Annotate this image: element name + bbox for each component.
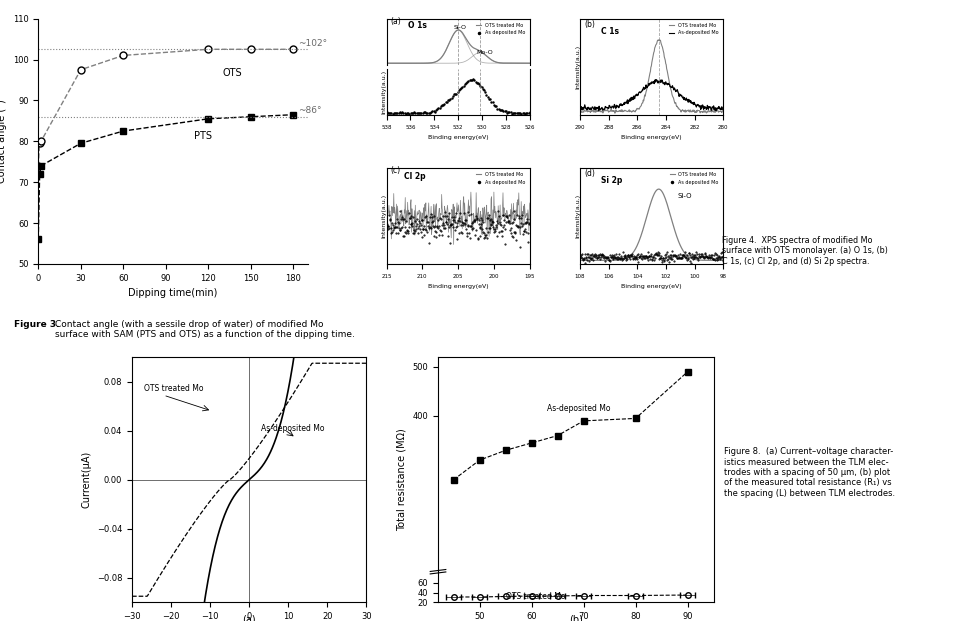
Text: (a): (a) <box>242 614 256 621</box>
Text: (b): (b) <box>569 614 583 621</box>
X-axis label: Binding energy(eV): Binding energy(eV) <box>428 284 489 289</box>
Legend: OTS treated Mo, As deposited Mo: OTS treated Mo, As deposited Mo <box>474 170 528 186</box>
Text: As-deposited Mo: As-deposited Mo <box>261 424 324 433</box>
Legend: OTS treated Mo, As deposited Mo: OTS treated Mo, As deposited Mo <box>668 170 721 186</box>
Text: Figure 3.: Figure 3. <box>14 320 60 329</box>
Text: (d): (d) <box>584 170 596 178</box>
Y-axis label: Current(μA): Current(μA) <box>81 451 91 509</box>
Text: OTS treated Mo: OTS treated Mo <box>506 592 565 601</box>
Y-axis label: Intensity(a.u.): Intensity(a.u.) <box>575 45 580 89</box>
Legend: OTS treated Mo, As-deposited Mo: OTS treated Mo, As-deposited Mo <box>667 21 721 37</box>
Y-axis label: Contact angle (°): Contact angle (°) <box>0 99 8 183</box>
X-axis label: Binding energy(eV): Binding energy(eV) <box>621 135 682 140</box>
Text: As-deposited Mo: As-deposited Mo <box>547 404 611 413</box>
Text: O 1s: O 1s <box>408 20 427 30</box>
Y-axis label: Intensity(a.u.): Intensity(a.u.) <box>381 194 386 238</box>
Text: Mo-O: Mo-O <box>476 50 493 55</box>
Text: Figure 4.  XPS spectra of modified Mo
surface with OTS monolayer. (a) O 1s, (b)
: Figure 4. XPS spectra of modified Mo sur… <box>722 236 888 266</box>
Y-axis label: Intensity(a.u.): Intensity(a.u.) <box>575 194 580 238</box>
Text: (c): (c) <box>390 166 401 175</box>
Text: Contact angle (with a sessile drop of water) of modified Mo
surface with SAM (PT: Contact angle (with a sessile drop of wa… <box>55 320 356 339</box>
Text: OTS: OTS <box>223 68 242 78</box>
Text: Si-O: Si-O <box>678 193 692 199</box>
Legend: OTS treated Mo, As deposited Mo: OTS treated Mo, As deposited Mo <box>474 21 528 37</box>
Text: (b): (b) <box>584 20 596 29</box>
Text: PTS: PTS <box>194 131 212 141</box>
Text: (a): (a) <box>390 17 401 26</box>
X-axis label: Binding energy(eV): Binding energy(eV) <box>621 284 682 289</box>
Text: Si 2p: Si 2p <box>601 176 622 186</box>
Y-axis label: Intensity(a.u.): Intensity(a.u.) <box>381 70 386 114</box>
Text: ~102°: ~102° <box>297 39 327 48</box>
Text: C 1s: C 1s <box>601 27 619 36</box>
Y-axis label: Total resistance (MΩ): Total resistance (MΩ) <box>397 428 407 531</box>
Text: OTS treated Mo: OTS treated Mo <box>143 384 204 394</box>
Text: ~86°: ~86° <box>297 106 321 115</box>
X-axis label: Binding energy(eV): Binding energy(eV) <box>428 135 489 140</box>
Text: Si-O: Si-O <box>453 25 467 30</box>
X-axis label: Dipping time(min): Dipping time(min) <box>128 288 218 298</box>
Text: Figure 8.  (a) Current–voltage character-
istics measured between the TLM elec-
: Figure 8. (a) Current–voltage character-… <box>724 447 895 497</box>
Text: Cl 2p: Cl 2p <box>404 172 426 181</box>
